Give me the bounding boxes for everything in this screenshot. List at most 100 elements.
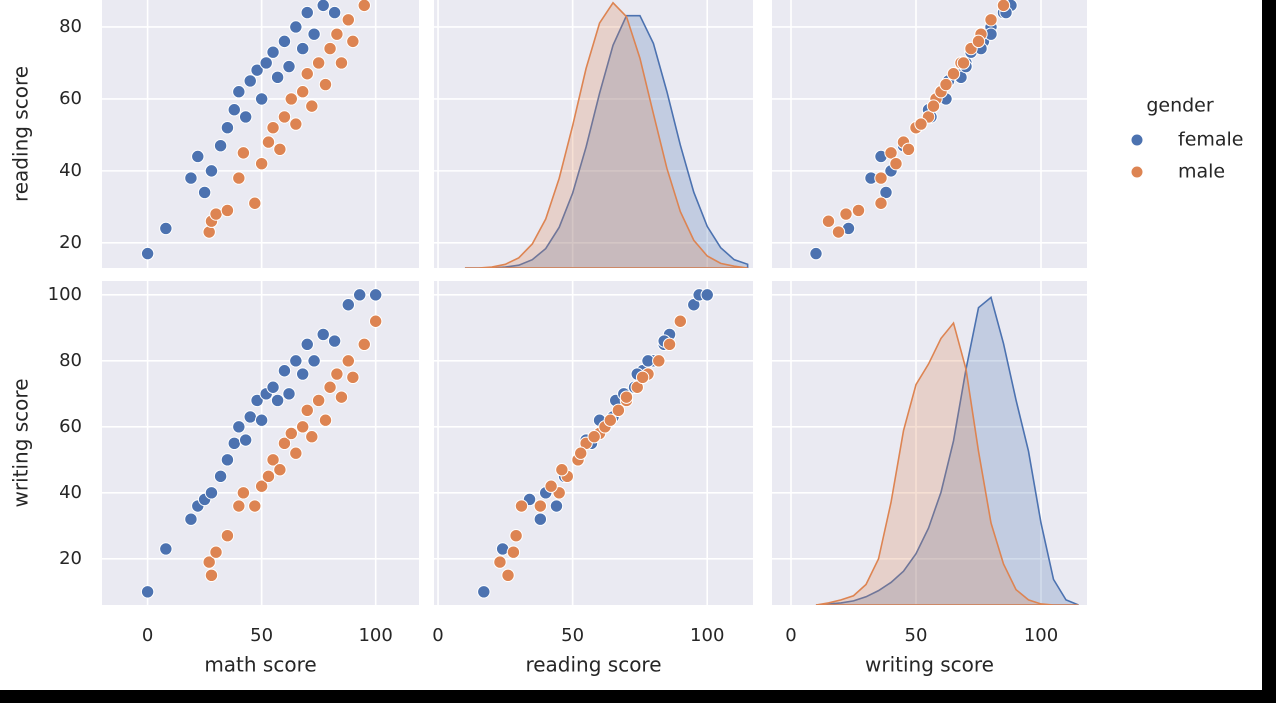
point (984, 13, 998, 27)
point (956, 56, 971, 70)
point (305, 430, 319, 444)
point (238, 433, 253, 447)
point (277, 34, 292, 49)
point (889, 156, 903, 171)
point (544, 479, 558, 493)
point (289, 20, 303, 34)
point (282, 59, 296, 74)
point (368, 288, 383, 302)
legend-label: male (1178, 161, 1225, 183)
x-axis-label: writing score (865, 653, 994, 677)
density-curve (464, 14, 749, 268)
point (300, 403, 314, 418)
point (357, 0, 371, 13)
point (316, 327, 330, 342)
point (662, 337, 677, 352)
point (353, 288, 367, 302)
point (259, 56, 273, 70)
point (220, 529, 235, 543)
point (971, 34, 986, 49)
point (227, 436, 241, 451)
point (213, 469, 228, 484)
y-tick-label: 20 (59, 548, 82, 569)
point (248, 499, 262, 513)
point (574, 446, 588, 460)
point (533, 499, 548, 513)
point (243, 410, 257, 424)
point (197, 185, 212, 200)
point (330, 27, 344, 41)
point (509, 529, 523, 543)
point (334, 56, 349, 70)
point (236, 486, 251, 500)
y-tick-label: 60 (59, 416, 82, 437)
point (307, 27, 321, 41)
y-tick-label: 40 (59, 482, 82, 503)
point (266, 121, 280, 135)
point (254, 479, 269, 493)
point (254, 413, 269, 427)
point (248, 196, 262, 210)
point (277, 364, 292, 378)
point (159, 221, 173, 236)
x-tick-label: 100 (1024, 625, 1058, 646)
point (851, 203, 866, 218)
point (334, 390, 349, 404)
point (236, 146, 251, 160)
point (295, 367, 310, 381)
point (514, 499, 529, 513)
point (232, 85, 246, 99)
point (202, 225, 216, 239)
point (549, 499, 564, 513)
point (277, 110, 292, 124)
point (232, 420, 246, 434)
marks (140, 288, 383, 599)
x-tick-label: 0 (785, 625, 796, 646)
point (323, 41, 337, 56)
point (220, 453, 235, 467)
point (311, 56, 326, 70)
point (270, 70, 285, 85)
plot-background (772, 0, 1087, 268)
point (220, 121, 235, 135)
point (635, 370, 650, 385)
density-curve (815, 321, 1079, 605)
point (266, 453, 280, 467)
point (831, 225, 846, 239)
point (357, 337, 371, 352)
point (318, 77, 333, 92)
frame-edge (0, 690, 1276, 703)
point (282, 387, 296, 401)
point (341, 354, 356, 368)
y-tick-label: 60 (59, 88, 82, 109)
point (330, 367, 344, 381)
point (204, 486, 219, 500)
point (270, 393, 285, 408)
point (243, 74, 257, 88)
point (209, 545, 223, 559)
point (809, 246, 823, 261)
point (327, 334, 342, 348)
point (295, 41, 310, 56)
point (300, 5, 314, 20)
point (140, 246, 155, 261)
point (232, 171, 246, 185)
point (821, 214, 836, 228)
point (316, 0, 330, 13)
point (323, 380, 337, 394)
point (220, 203, 235, 218)
point (619, 390, 634, 404)
point (914, 117, 928, 131)
point (273, 463, 287, 477)
point (261, 469, 276, 484)
point (261, 135, 276, 149)
panel (434, 0, 753, 268)
point (493, 555, 507, 569)
point (700, 288, 714, 302)
plot-background (102, 281, 419, 605)
point (266, 45, 280, 59)
point (300, 337, 314, 352)
point (295, 85, 310, 99)
point (307, 354, 321, 368)
